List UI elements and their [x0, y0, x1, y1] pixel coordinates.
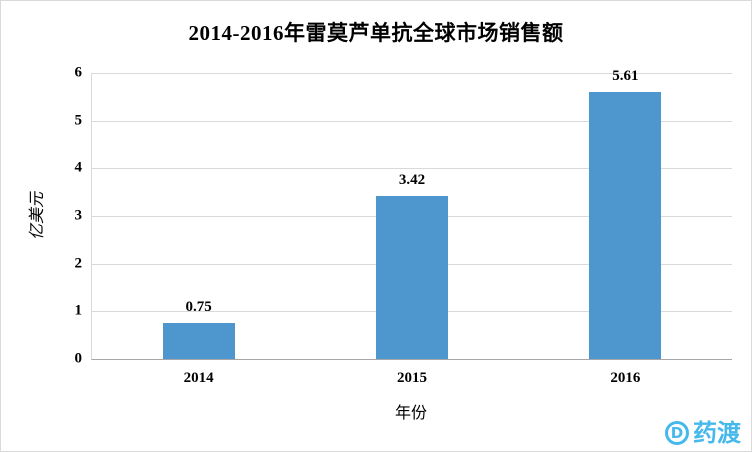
y-tick-label: 2 [74, 255, 83, 272]
x-tick-label: 2014 [183, 370, 214, 386]
y-tick-label: 3 [74, 207, 83, 224]
y-tick-label: 6 [74, 64, 83, 81]
gridline [92, 73, 732, 74]
x-axis-label: 年份 [394, 405, 427, 422]
watermark-text: 药渡 [693, 419, 741, 447]
x-tick-label: 2016 [610, 370, 641, 386]
bar-value-label: 3.42 [398, 171, 426, 188]
gridline [92, 120, 732, 122]
bar-value-label: 5.61 [612, 67, 639, 84]
bar-2014 [162, 323, 235, 359]
y-axis-label: 亿美元 [29, 191, 46, 241]
bar-value-label: 0.75 [185, 299, 212, 316]
y-tick-label: 5 [74, 112, 83, 129]
bar-2015 [376, 195, 448, 359]
y-tick-label: 1 [74, 302, 83, 319]
x-tick-label: 2015 [397, 370, 427, 386]
yaodu-logo-icon: D [665, 421, 689, 445]
watermark: D 药渡 [665, 421, 741, 445]
gridline [92, 168, 732, 170]
y-tick-label: 0 [74, 350, 83, 367]
plot-area: 0 1 2 3 4 5 6 0.75 2014 3.42 2015 5.61 2016 [75, 65, 732, 386]
bar-2016 [589, 91, 662, 359]
y-tick-label: 4 [74, 159, 83, 176]
chart-title: 2014-2016年雷莫芦单抗全球市场销售额 [188, 21, 564, 45]
